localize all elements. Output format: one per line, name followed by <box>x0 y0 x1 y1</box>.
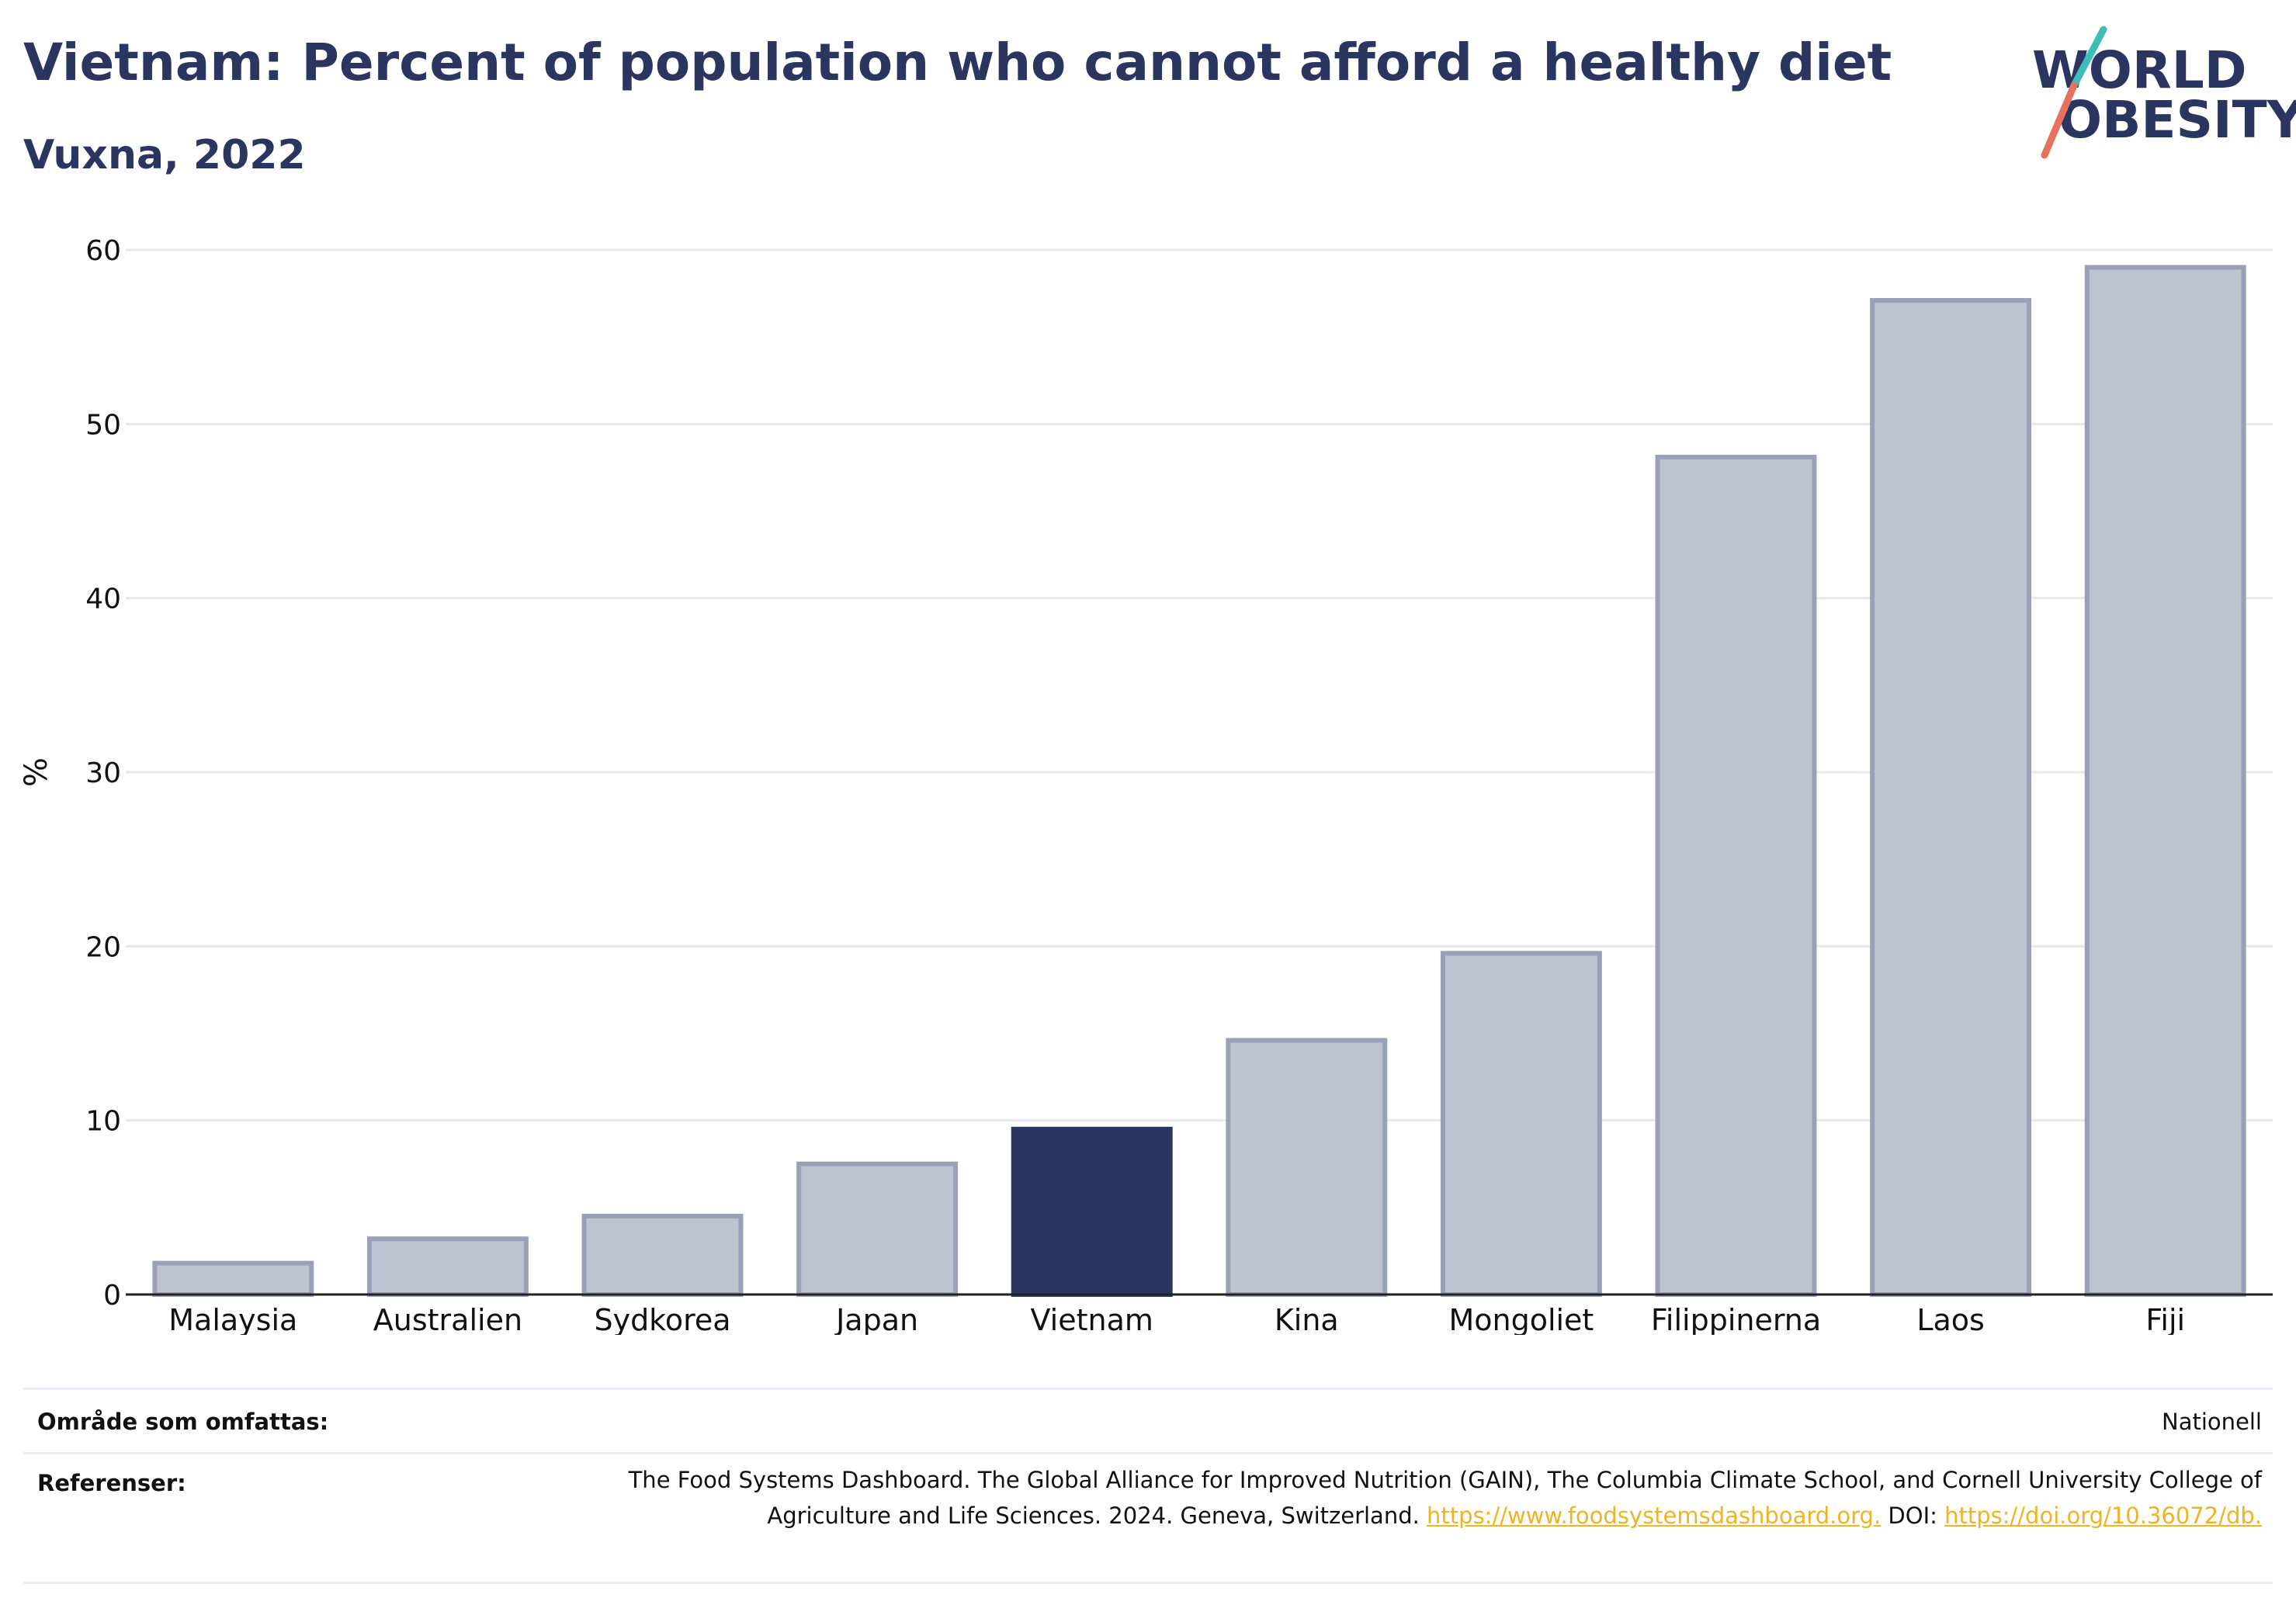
logo-word-obesity: OBESITY <box>2058 90 2296 150</box>
references-link-doi[interactable]: https://doi.org/10.36072/db. <box>1944 1502 2262 1529</box>
x-tick-label: Sydkorea <box>594 1303 730 1335</box>
chart-subtitle: Vuxna, 2022 <box>23 132 306 178</box>
y-tick-label: 10 <box>85 1106 121 1138</box>
y-tick-label: 20 <box>85 931 121 963</box>
x-tick-label: Vietnam <box>1031 1303 1153 1335</box>
coverage-value: Nationell <box>2162 1409 2262 1435</box>
x-tick-label: Malaysia <box>168 1303 297 1335</box>
bar-chart: 0 10 20 30 40 50 60% Malaysia Australien Sydkorea… <box>19 235 2273 1335</box>
logo-slash-icon <box>2041 26 2107 159</box>
references-doi-label: DOI: <box>1888 1502 1937 1529</box>
bar-malaysia <box>152 1260 314 1297</box>
bar-laos <box>1870 298 2032 1298</box>
x-tick-label: Australien <box>373 1303 522 1335</box>
bar-sydkorea <box>581 1214 744 1298</box>
bar-vietnam <box>1011 1126 1173 1297</box>
chart-footer: Område som omfattas: Nationell Referense… <box>23 1388 2273 1584</box>
y-axis-label: % <box>19 757 54 787</box>
bar-filippinerna <box>1655 454 1817 1297</box>
references-text: The Food Systems Dashboard. The Global A… <box>628 1467 2262 1529</box>
x-tick-label: Filippinerna <box>1651 1303 1821 1335</box>
chart-title: Vietnam: Percent of population who canno… <box>23 33 1892 92</box>
x-tick-label: Japan <box>834 1303 918 1335</box>
references-label: Referenser: <box>37 1470 186 1496</box>
world-obesity-logo: WORLD OBESITY <box>2018 23 2296 163</box>
y-tick-label: 40 <box>85 584 121 615</box>
coverage-row: Område som omfattas: Nationell <box>23 1388 2273 1452</box>
x-tick-label: Fiji <box>2145 1303 2185 1335</box>
references-value: The Food Systems Dashboard. The Global A… <box>23 1454 2273 1534</box>
bar-australien <box>366 1236 529 1298</box>
references-row: Referenser: The Food Systems Dashboard. … <box>23 1452 2273 1584</box>
y-tick-label: 60 <box>85 235 121 267</box>
logo-word-world: WORLD <box>2032 40 2247 100</box>
x-tick-label: Mongoliet <box>1448 1303 1594 1335</box>
x-tick-label: Laos <box>1916 1303 1985 1335</box>
bar-japan <box>796 1161 959 1297</box>
bar-kina <box>1226 1038 1388 1298</box>
x-tick-label: Kina <box>1275 1303 1339 1335</box>
coverage-label: Område som omfattas: <box>37 1409 329 1435</box>
bar-mongoliet <box>1440 951 1602 1297</box>
bar-fiji <box>2084 265 2246 1297</box>
y-tick-label: 0 <box>103 1280 121 1312</box>
y-tick-label: 30 <box>85 757 121 789</box>
references-link-dashboard[interactable]: https://www.foodsystemsdashboard.org. <box>1427 1502 1882 1529</box>
y-tick-label: 50 <box>85 409 121 441</box>
